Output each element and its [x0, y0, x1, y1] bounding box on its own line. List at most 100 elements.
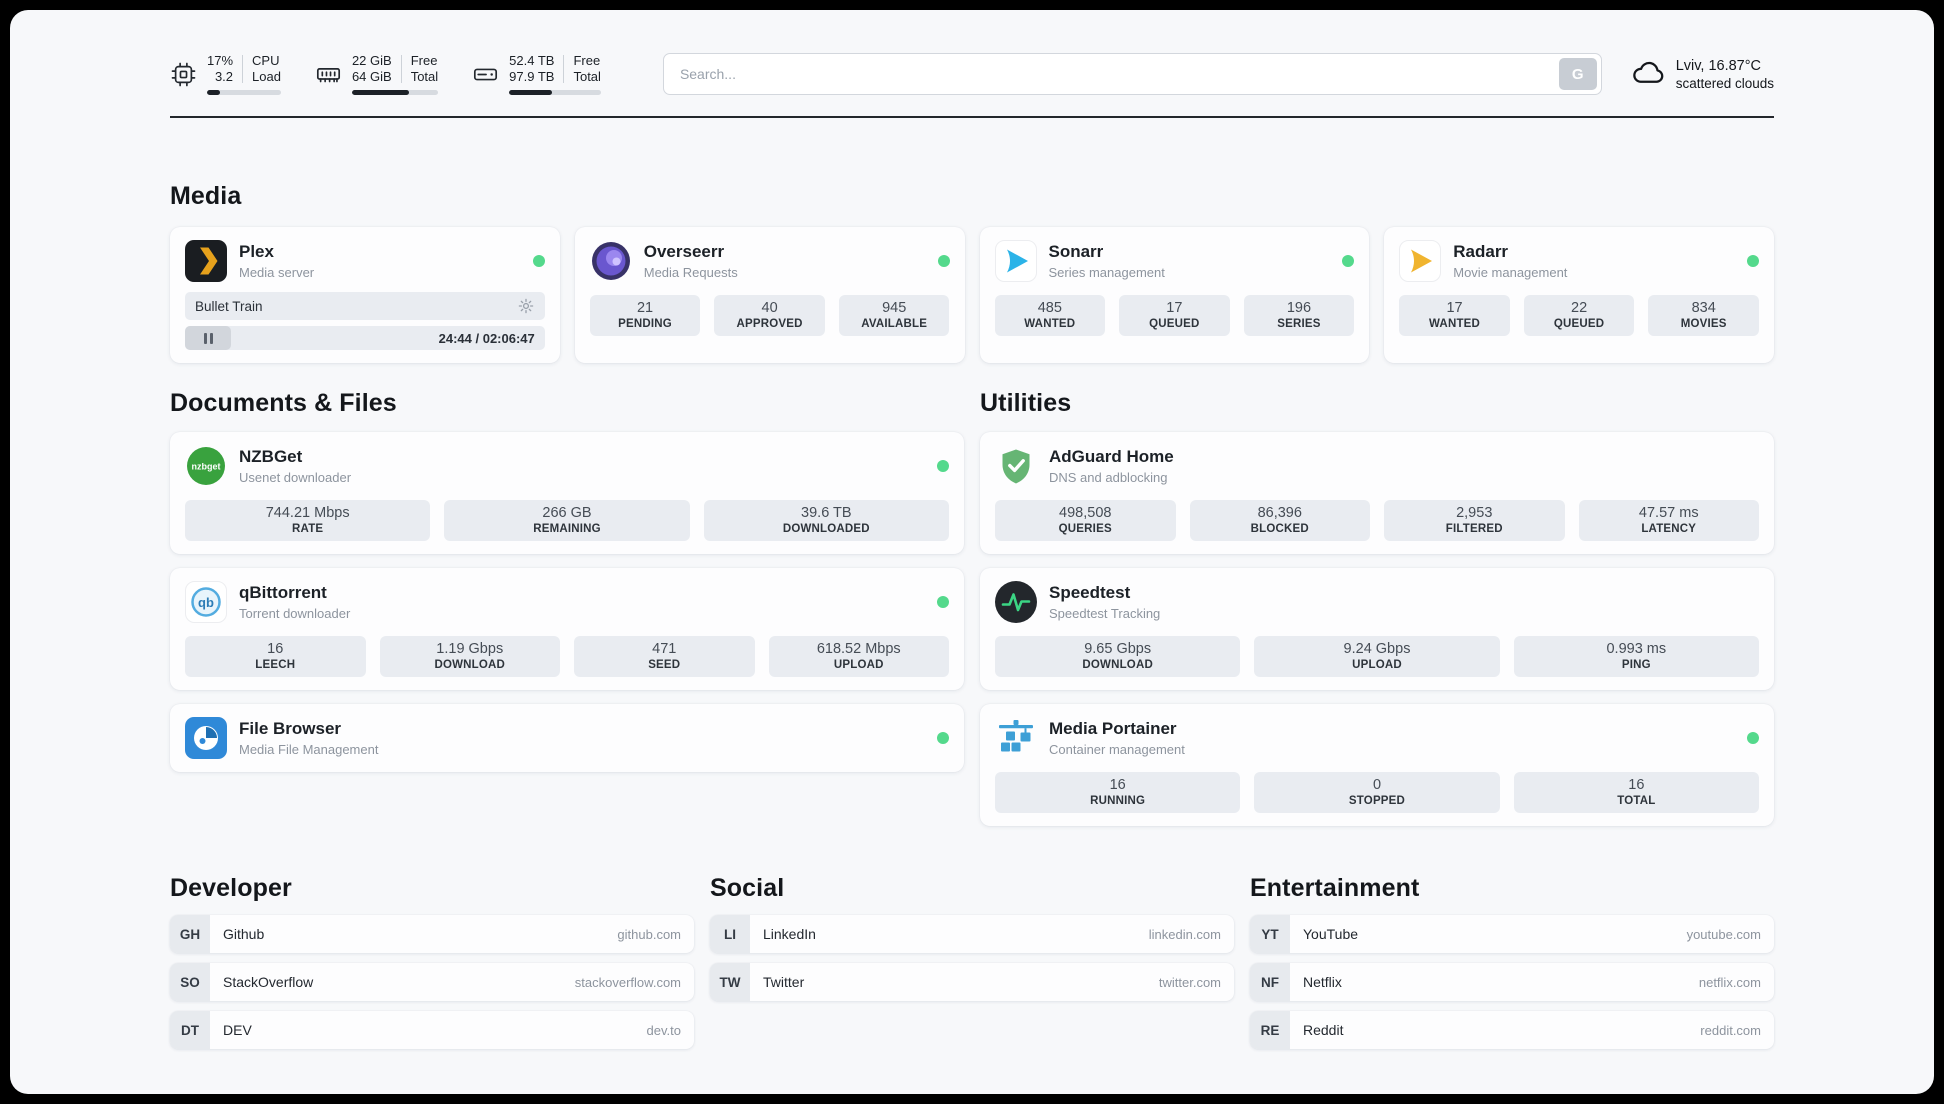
app-card-speedtest[interactable]: Speedtest Speedtest Tracking 9.65 Gbps D…: [980, 568, 1774, 690]
search-bar: G: [662, 53, 1602, 95]
stat-tile: 618.52 Mbps UPLOAD: [768, 636, 949, 677]
section-title-social: Social: [710, 874, 785, 902]
link-abbr: TW: [710, 963, 750, 1001]
disk-labels: Free Total: [573, 53, 600, 85]
link-url: netflix.com: [1698, 974, 1761, 990]
link-url: dev.to: [646, 1022, 681, 1038]
link-row-youtube[interactable]: YT YouTube youtube.com: [1250, 915, 1774, 953]
cpu-stat: 17% 3.2 CPU Load: [170, 53, 281, 95]
app-name: File Browser: [239, 719, 342, 738]
cpu-label: CPU: [252, 53, 280, 68]
stat-label: UPLOAD: [833, 659, 884, 671]
stat-label: QUEUED: [1553, 318, 1605, 330]
link-name: DEV: [223, 1022, 252, 1038]
link-row-dev[interactable]: DT DEV dev.to: [170, 1011, 694, 1049]
section-title-utilities: Utilities: [980, 389, 1072, 417]
stat-tile: 945 AVAILABLE: [838, 295, 950, 336]
app-card-portainer[interactable]: Media Portainer Container management 16 …: [980, 704, 1774, 826]
app-card-nzbget[interactable]: nzbget NZBGet Usenet downloader 744.21 M…: [170, 432, 964, 554]
app-subtitle: Container management: [1049, 742, 1185, 757]
plex-icon: [185, 240, 227, 282]
stat-value: 86,396: [1257, 505, 1302, 521]
search-engine-button[interactable]: G: [1558, 58, 1597, 90]
stat-label: PING: [1621, 659, 1651, 671]
stat-tile: 39.6 TB DOWNLOADED: [703, 500, 949, 541]
link-url: twitter.com: [1158, 974, 1221, 990]
section-title-developer: Developer: [170, 874, 292, 902]
disk-free-label: Free: [573, 53, 601, 68]
ram-free-value: 22 GiB: [351, 53, 392, 68]
stat-label: SEED: [648, 659, 681, 671]
app-subtitle: Media server: [239, 265, 315, 280]
stat-label: UPLOAD: [1352, 659, 1402, 671]
stat-value: 47.57 ms: [1638, 505, 1699, 521]
stat-tile: 485 WANTED: [994, 295, 1106, 336]
app-card-adguard[interactable]: AdGuard Home DNS and adblocking 498,508 …: [980, 432, 1774, 554]
status-dot: [937, 460, 949, 472]
stat-tile: 471 SEED: [574, 636, 755, 677]
status-dot: [1747, 732, 1759, 744]
stat-tile: 498,508 QUERIES: [995, 500, 1176, 541]
link-row-github[interactable]: GH Github github.com: [170, 915, 694, 953]
app-name: AdGuard Home: [1049, 447, 1174, 466]
ram-free-label: Free: [410, 53, 438, 68]
stat-value: 196: [1286, 300, 1312, 316]
pause-button[interactable]: [185, 326, 231, 350]
link-name: Twitter: [763, 974, 805, 990]
playback-time: 24:44 / 02:06:47: [438, 330, 535, 346]
app-subtitle: Media File Management: [239, 742, 379, 757]
portainer-icon: [995, 717, 1037, 759]
link-row-linkedin[interactable]: LI LinkedIn linkedin.com: [710, 915, 1234, 953]
weather-widget: Lviv, 16.87°C scattered clouds: [1630, 54, 1774, 95]
link-row-stackoverflow[interactable]: SO StackOverflow stackoverflow.com: [170, 963, 694, 1001]
section-title-entertainment: Entertainment: [1250, 874, 1420, 902]
stat-value: 618.52 Mbps: [816, 641, 901, 657]
ram-total-value: 64 GiB: [351, 69, 392, 84]
now-playing-title: Bullet Train: [195, 298, 263, 314]
sonarr-icon: [994, 240, 1037, 282]
ram-icon: [315, 61, 342, 88]
stat-value: 498,508: [1059, 505, 1112, 521]
link-url: reddit.com: [1700, 1022, 1761, 1038]
stat-label: AVAILABLE: [861, 318, 928, 330]
stat-value: 744.21 Mbps: [265, 505, 350, 521]
stat-value: 39.6 TB: [801, 505, 852, 521]
link-name: Netflix: [1303, 974, 1342, 990]
app-card-plex[interactable]: Plex Media server Bullet Train: [170, 227, 560, 363]
link-row-twitter[interactable]: TW Twitter twitter.com: [710, 963, 1234, 1001]
app-card-radarr[interactable]: Radarr Movie management 17 WANTED 22 QUE…: [1384, 227, 1774, 363]
stat-tile: 16 RUNNING: [995, 772, 1241, 813]
cpu-load-value: 3.2: [214, 69, 234, 84]
weather-condition: scattered clouds: [1675, 75, 1774, 91]
stat-value: 266 GB: [542, 505, 592, 521]
stat-label: QUEUED: [1149, 318, 1200, 330]
stat-tile: 16 TOTAL: [1513, 772, 1759, 813]
cpu-labels: CPU Load: [252, 53, 281, 85]
link-row-netflix[interactable]: NF Netflix netflix.com: [1250, 963, 1774, 1001]
now-playing-widget: Bullet Train 24:44 / 02:06:47: [185, 292, 545, 350]
link-row-reddit[interactable]: RE Reddit reddit.com: [1250, 1011, 1774, 1049]
stat-tile: 196 SERIES: [1243, 295, 1355, 336]
section-title-documents: Documents & Files: [170, 389, 397, 417]
cpu-percent: 17%: [207, 53, 234, 68]
app-card-overseerr[interactable]: Overseerr Media Requests 21 PENDING 40 A…: [574, 227, 965, 363]
disk-icon: [472, 61, 499, 88]
app-name: Radarr: [1453, 242, 1509, 261]
status-dot: [532, 255, 545, 267]
app-card-sonarr[interactable]: Sonarr Series management 485 WANTED 17 Q…: [979, 227, 1370, 363]
stat-tile: 0 STOPPED: [1254, 772, 1500, 813]
app-name: Media Portainer: [1049, 719, 1177, 738]
app-card-qbittorrent[interactable]: qb qBittorrent Torrent downloader 16 LEE…: [170, 568, 964, 690]
stat-tile: 47.57 ms LATENCY: [1578, 500, 1759, 541]
stat-value: 9.65 Gbps: [1084, 641, 1152, 657]
playback-bar: 24:44 / 02:06:47: [185, 326, 545, 350]
stat-tile: 22 QUEUED: [1523, 295, 1635, 336]
search-input[interactable]: [662, 53, 1602, 95]
app-card-filebrowser[interactable]: File Browser Media File Management: [170, 704, 964, 772]
app-subtitle: Speedtest Tracking: [1049, 606, 1161, 621]
stat-tile: 266 GB REMAINING: [444, 500, 690, 541]
link-name: LinkedIn: [763, 926, 816, 942]
stat-label: PENDING: [618, 318, 672, 330]
utilities-column: Utilities AdGuard Home DNS and a: [980, 389, 1774, 826]
settings-gear-icon[interactable]: [517, 297, 535, 315]
